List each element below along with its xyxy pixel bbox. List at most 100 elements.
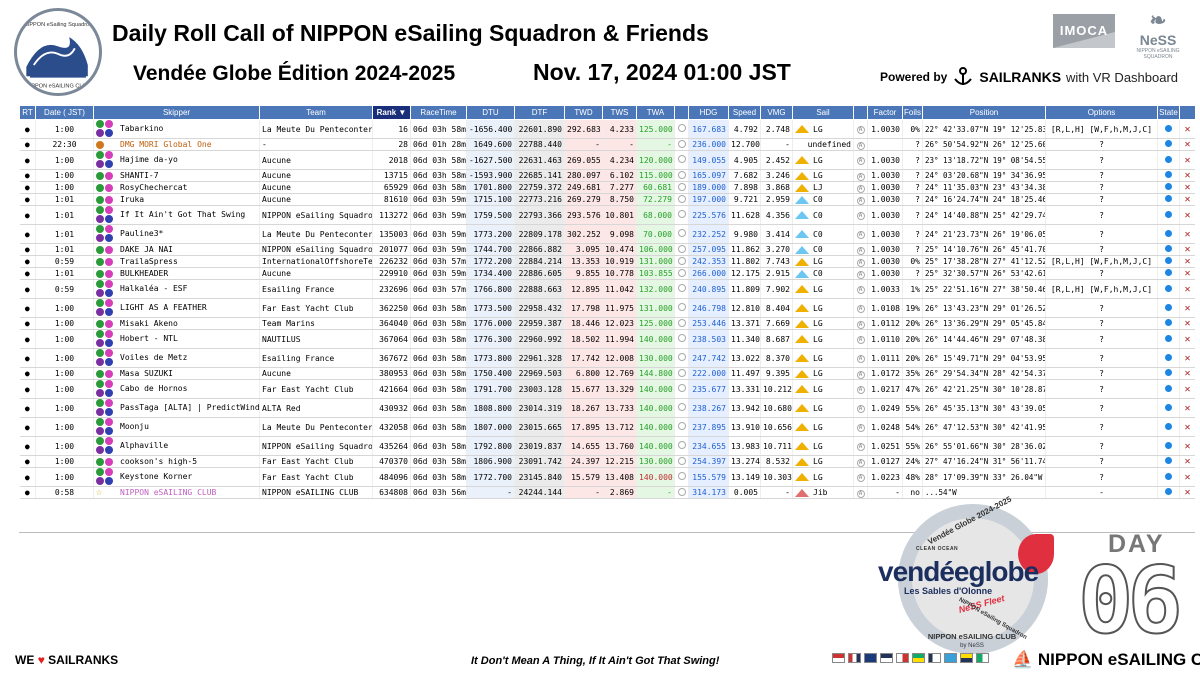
- skipper-name[interactable]: Keystone Korner: [120, 472, 193, 481]
- skipper-name[interactable]: Tabarkino: [120, 124, 164, 133]
- twa-value: 125.000: [636, 119, 675, 139]
- remove-x-icon[interactable]: ✕: [1184, 228, 1191, 240]
- table-row[interactable]: ● 1:00 Alphaville NIPPON eSailing Squadron 4…: [19, 436, 1195, 456]
- skipper-name[interactable]: Hobert - NTL: [120, 334, 178, 343]
- table-row[interactable]: ● 1:00 Masa SUZUKI Aucune 380953 06d 03h 58m 1…: [19, 367, 1195, 380]
- skipper-name[interactable]: Misaki Akeno: [120, 319, 178, 328]
- status-dot-icon: [96, 215, 104, 223]
- remove-x-icon[interactable]: ✕: [1184, 383, 1191, 395]
- sailranks-brand[interactable]: SAILRANKS: [979, 69, 1062, 85]
- remove-x-icon[interactable]: ✕: [1184, 456, 1191, 467]
- table-row[interactable]: ● 1:00 Keystone Korner Far East Yacht Club 4…: [19, 467, 1195, 487]
- remove-x-icon[interactable]: ✕: [1184, 333, 1191, 345]
- remove-x-icon[interactable]: ✕: [1184, 352, 1191, 364]
- remove-cell: ✕: [1179, 193, 1195, 206]
- sail-triangle-icon: [795, 488, 809, 497]
- skipper-name[interactable]: Moonju: [120, 422, 149, 431]
- emblem-top-text: NIPPON eSailing Squadron: [24, 22, 93, 28]
- skipper-name[interactable]: Hajime da-yo: [120, 155, 178, 164]
- skipper-name[interactable]: Masa SUZUKI: [120, 369, 173, 378]
- table-row[interactable]: ● 1:01 DAKE JA NAI NIPPON eSailing Squadron…: [19, 243, 1195, 256]
- sail-name: LG: [813, 353, 823, 363]
- remove-x-icon[interactable]: ✕: [1184, 368, 1191, 379]
- options-value: ?: [1045, 150, 1158, 170]
- table-row[interactable]: ● 1:00 Voiles de Metz Esailing France 367672…: [19, 348, 1195, 368]
- table-row[interactable]: ● 1:00 Misaki Akeno Team Marins 364040 06d 03…: [19, 317, 1195, 330]
- twa-value: 140.000: [636, 398, 675, 418]
- skipper-name[interactable]: PassTaga [ALTA] | PredictWind.com: [120, 403, 260, 412]
- skipper-name[interactable]: DMG MORI Global One: [120, 140, 212, 149]
- skipper-name[interactable]: SHANTI-7: [120, 171, 159, 180]
- table-row[interactable]: ● 0:59 TrailaSpress InternationalOffshoreTe…: [19, 255, 1195, 268]
- table-row[interactable]: ● 1:00 RosyChechercat Aucune 65929 06d 03h 58…: [19, 181, 1195, 194]
- dtu-value: 1792.800: [466, 436, 515, 456]
- remove-cell: ✕: [1179, 367, 1195, 380]
- skipper-name[interactable]: cookson's high-5: [120, 457, 198, 466]
- remove-x-icon[interactable]: ✕: [1184, 268, 1191, 279]
- skipper-name[interactable]: TrailaSpress: [120, 257, 178, 266]
- column-header: Options: [1045, 105, 1158, 120]
- table-row[interactable]: ● 1:01 If It Ain't Got That Swing NIPPON eS…: [19, 205, 1195, 225]
- position-value: 25° 22'51.16"N 27° 38'50.46"W: [922, 279, 1046, 299]
- skipper-cell: Hobert - NTL: [93, 329, 260, 349]
- state-dot-icon: [1165, 488, 1172, 495]
- remove-x-icon[interactable]: ✕: [1184, 402, 1191, 414]
- remove-x-icon[interactable]: ✕: [1184, 440, 1191, 452]
- table-row[interactable]: ● 1:00 cookson's high-5 Far East Yacht Club…: [19, 455, 1195, 468]
- table-row[interactable]: ● 1:00 Cabo de Hornos Far East Yacht Club 42…: [19, 379, 1195, 399]
- column-header: [1179, 105, 1195, 120]
- remove-x-icon[interactable]: ✕: [1184, 471, 1191, 483]
- skipper-name[interactable]: If It Ain't Got That Swing: [120, 210, 246, 219]
- remove-x-icon[interactable]: ✕: [1184, 123, 1191, 135]
- sailranks-footer-text[interactable]: SAILRANKS: [48, 653, 119, 667]
- skipper-name[interactable]: Pauline3*: [120, 229, 164, 238]
- table-row[interactable]: ● 1:00 Moonju La Meute Du Pentecontere 43205…: [19, 417, 1195, 437]
- autopilot-circle-icon: [677, 194, 686, 203]
- dtu-value: 1759.500: [466, 205, 515, 225]
- remove-x-icon[interactable]: ✕: [1184, 318, 1191, 329]
- column-header: TWS: [602, 105, 637, 120]
- skipper-name[interactable]: NIPPON eSAILING CLUB: [120, 488, 217, 497]
- skipper-name[interactable]: Halkaléa - ESF: [120, 284, 188, 293]
- remove-x-icon[interactable]: ✕: [1184, 182, 1191, 193]
- skipper-name[interactable]: LIGHT AS A FEATHER: [120, 303, 207, 312]
- roll-call-time: 1:00: [35, 150, 94, 170]
- table-row[interactable]: ● 1:01 BULKHEADER Aucune 229910 06d 03h 59m 17…: [19, 267, 1195, 280]
- table-row[interactable]: ● 0:58 ☆ NIPPON eSAILING CLUB NIPPON eSAILIN…: [19, 486, 1195, 499]
- remove-x-icon[interactable]: ✕: [1184, 139, 1191, 150]
- skipper-name[interactable]: DAKE JA NAI: [120, 245, 173, 254]
- remove-x-icon[interactable]: ✕: [1184, 256, 1191, 267]
- remove-x-icon[interactable]: ✕: [1184, 154, 1191, 166]
- table-row[interactable]: ● 0:59 Halkaléa - ESF Esailing France 232696…: [19, 279, 1195, 299]
- race-time: 06d 03h 59m: [410, 243, 467, 256]
- twa-value: 144.800: [636, 367, 675, 380]
- skipper-name[interactable]: Alphaville: [120, 441, 169, 450]
- remove-x-icon[interactable]: ✕: [1184, 194, 1191, 205]
- remove-x-icon[interactable]: ✕: [1184, 170, 1191, 181]
- remove-x-icon[interactable]: ✕: [1184, 421, 1191, 433]
- table-row[interactable]: ● 1:01 Iruka Aucune 81610 06d 03h 59m 1715.100…: [19, 193, 1195, 206]
- remove-x-icon[interactable]: ✕: [1184, 283, 1191, 295]
- table-row[interactable]: ● 22:30 DMG MORI Global One -28 06d 01h 28m 1…: [19, 138, 1195, 151]
- remove-x-icon[interactable]: ✕: [1184, 209, 1191, 221]
- table-row[interactable]: ● 1:00 Tabarkino La Meute Du Pentecontere 16…: [19, 119, 1195, 139]
- skipper-name[interactable]: Cabo de Hornos: [120, 384, 188, 393]
- remove-x-icon[interactable]: ✕: [1184, 487, 1191, 498]
- skipper-name[interactable]: Voiles de Metz: [120, 353, 188, 362]
- table-row[interactable]: ● 1:00 Hobert - NTL NAUTILUS 367064 06d 03h 5…: [19, 329, 1195, 349]
- table-row[interactable]: ● 1:01 Pauline3* La Meute Du Pentecontere 13…: [19, 224, 1195, 244]
- table-row[interactable]: ● 1:00 LIGHT AS A FEATHER Far East Yacht Cl…: [19, 298, 1195, 318]
- table-row[interactable]: ● 1:00 Hajime da-yo Aucune 2018 06d 03h 58m -1…: [19, 150, 1195, 170]
- skipper-name[interactable]: RosyChechercat: [120, 183, 188, 192]
- twa-value: 106.000: [636, 243, 675, 256]
- sail-triangle-icon: [795, 304, 809, 312]
- race-time: 06d 03h 58m: [410, 367, 467, 380]
- skipper-name[interactable]: Iruka: [120, 195, 145, 204]
- column-header[interactable]: Rank ▼: [372, 105, 411, 120]
- position-value: 26° 14'44.46"N 29° 07'48.38"W: [922, 329, 1046, 349]
- remove-x-icon[interactable]: ✕: [1184, 244, 1191, 255]
- remove-x-icon[interactable]: ✕: [1184, 302, 1191, 314]
- skipper-name[interactable]: BULKHEADER: [120, 269, 169, 278]
- table-row[interactable]: ● 1:00 SHANTI-7 Aucune 13715 06d 03h 58m -1593…: [19, 169, 1195, 182]
